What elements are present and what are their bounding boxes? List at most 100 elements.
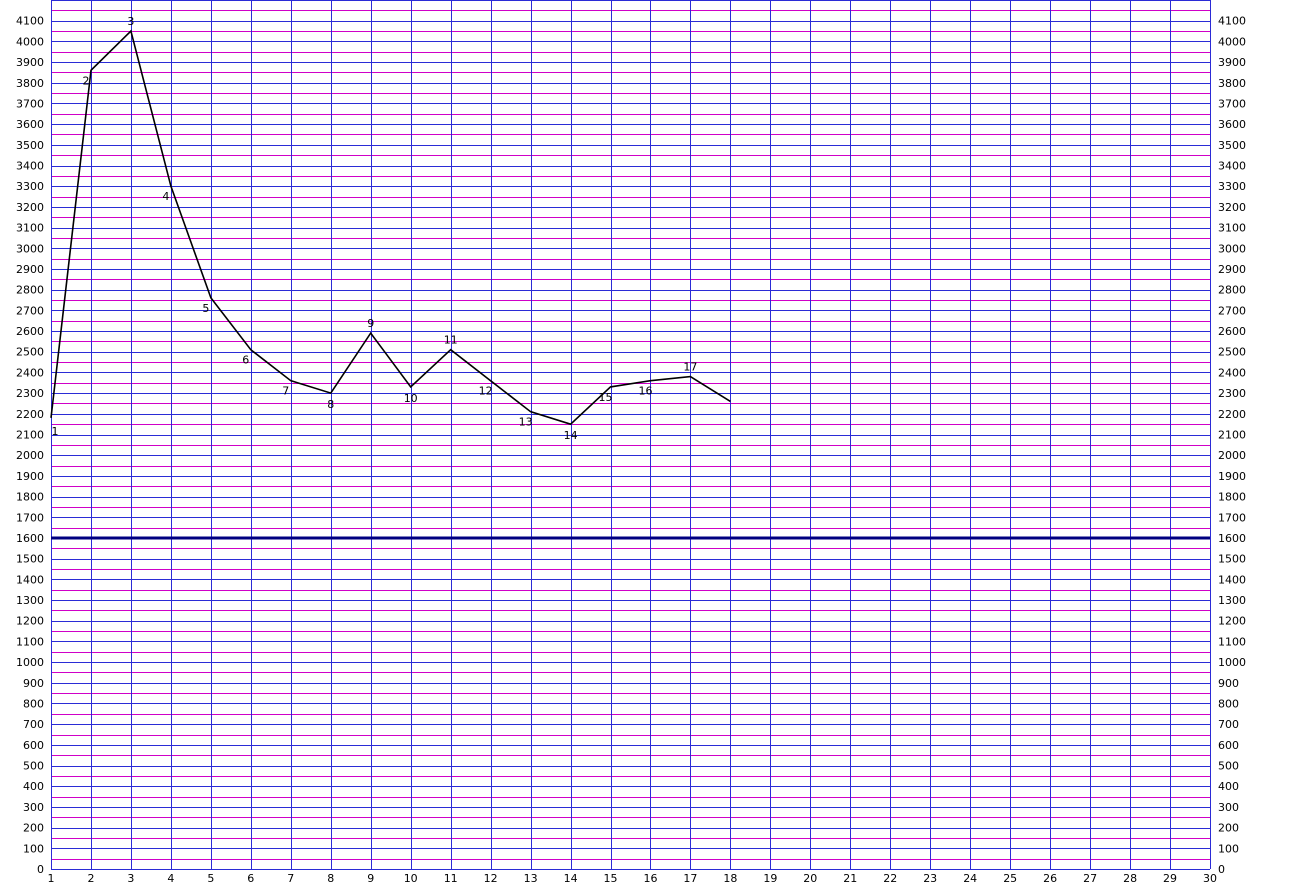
point-label: 17 bbox=[683, 361, 697, 374]
y-tick-label: 3700 bbox=[1218, 98, 1246, 111]
x-tick-label: 17 bbox=[683, 872, 697, 885]
y-tick-label: 200 bbox=[23, 822, 44, 835]
y-tick-label: 1400 bbox=[16, 573, 44, 586]
y-tick-label: 800 bbox=[1218, 698, 1239, 711]
y-tick-label: 200 bbox=[1218, 822, 1239, 835]
y-tick-label: 4000 bbox=[16, 35, 44, 48]
y-tick-label: 3000 bbox=[1218, 242, 1246, 255]
y-tick-label: 900 bbox=[23, 677, 44, 690]
point-label: 5 bbox=[202, 302, 209, 315]
y-tick-label: 3200 bbox=[16, 201, 44, 214]
y-tick-label: 400 bbox=[1218, 780, 1239, 793]
y-tick-label: 1300 bbox=[16, 594, 44, 607]
y-tick-label: 3400 bbox=[1218, 160, 1246, 173]
y-tick-label: 2900 bbox=[1218, 263, 1246, 276]
x-tick-label: 7 bbox=[287, 872, 294, 885]
series-layer bbox=[50, 29, 731, 426]
y-tick-label: 1200 bbox=[1218, 615, 1246, 628]
x-tick-label: 23 bbox=[923, 872, 937, 885]
y-tick-label: 1500 bbox=[1218, 553, 1246, 566]
y-axis-right-ticks: 0 100 200 300 400 500 600 700 800 900 1000 1100 1200… bbox=[1218, 15, 1246, 876]
y-tick-label: 1200 bbox=[16, 615, 44, 628]
point-label: 4 bbox=[162, 190, 169, 203]
y-tick-label: 1600 bbox=[16, 532, 44, 545]
x-tick-label: 8 bbox=[327, 872, 334, 885]
y-tick-label: 3800 bbox=[16, 77, 44, 90]
series-line bbox=[50, 29, 731, 426]
x-tick-label: 13 bbox=[524, 872, 538, 885]
x-tick-label: 5 bbox=[207, 872, 214, 885]
x-tick-label: 30 bbox=[1203, 872, 1217, 885]
x-tick-label: 18 bbox=[723, 872, 737, 885]
y-tick-label: 800 bbox=[23, 698, 44, 711]
y-tick-label: 900 bbox=[1218, 677, 1239, 690]
point-label: 2 bbox=[83, 74, 90, 87]
y-tick-label: 500 bbox=[23, 760, 44, 773]
x-tick-label: 24 bbox=[963, 872, 977, 885]
y-tick-label: 2800 bbox=[16, 284, 44, 297]
y-tick-label: 3100 bbox=[16, 222, 44, 235]
y-tick-label: 1300 bbox=[1218, 594, 1246, 607]
y-tick-label: 2000 bbox=[16, 449, 44, 462]
x-tick-label: 12 bbox=[484, 872, 498, 885]
y-tick-label: 0 bbox=[1218, 863, 1225, 876]
y-tick-label: 3000 bbox=[16, 242, 44, 255]
x-tick-label: 9 bbox=[367, 872, 374, 885]
point-label: 16 bbox=[639, 385, 653, 398]
y-tick-label: 2500 bbox=[16, 346, 44, 359]
x-tick-label: 3 bbox=[127, 872, 134, 885]
y-tick-label: 2000 bbox=[1218, 449, 1246, 462]
y-tick-label: 4000 bbox=[1218, 35, 1246, 48]
y-tick-label: 1000 bbox=[16, 656, 44, 669]
y-tick-label: 2300 bbox=[16, 387, 44, 400]
point-label: 6 bbox=[242, 354, 249, 367]
y-axis-left-ticks: 0 100 200 300 400 500 600 700 800 900 1000 1100 1200… bbox=[16, 15, 44, 876]
point-label: 3 bbox=[127, 15, 134, 28]
y-tick-label: 3700 bbox=[16, 98, 44, 111]
y-tick-label: 700 bbox=[1218, 718, 1239, 731]
y-tick-label: 3900 bbox=[1218, 56, 1246, 69]
minor-grid bbox=[51, 10, 1210, 860]
y-tick-label: 3600 bbox=[16, 118, 44, 131]
y-tick-label: 3500 bbox=[16, 139, 44, 152]
y-tick-label: 700 bbox=[23, 718, 44, 731]
point-label: 11 bbox=[444, 334, 458, 347]
point-label: 12 bbox=[479, 385, 493, 398]
y-tick-label: 1900 bbox=[1218, 470, 1246, 483]
y-tick-label: 4100 bbox=[16, 15, 44, 28]
y-tick-label: 2100 bbox=[16, 429, 44, 442]
y-tick-label: 1100 bbox=[16, 635, 44, 648]
y-tick-label: 1800 bbox=[16, 491, 44, 504]
y-tick-label: 2600 bbox=[1218, 325, 1246, 338]
y-tick-label: 600 bbox=[1218, 739, 1239, 752]
x-tick-label: 14 bbox=[564, 872, 578, 885]
y-tick-label: 300 bbox=[23, 801, 44, 814]
x-tick-label: 4 bbox=[167, 872, 174, 885]
y-tick-label: 1700 bbox=[16, 511, 44, 524]
major-grid bbox=[51, 0, 1211, 870]
y-tick-label: 1700 bbox=[1218, 511, 1246, 524]
y-tick-label: 3900 bbox=[16, 56, 44, 69]
x-tick-label: 1 bbox=[48, 872, 55, 885]
x-tick-label: 10 bbox=[404, 872, 418, 885]
y-tick-label: 600 bbox=[23, 739, 44, 752]
x-tick-label: 22 bbox=[883, 872, 897, 885]
y-tick-label: 2300 bbox=[1218, 387, 1246, 400]
x-tick-label: 29 bbox=[1163, 872, 1177, 885]
y-tick-label: 3800 bbox=[1218, 77, 1246, 90]
x-tick-label: 2 bbox=[88, 872, 95, 885]
x-axis-ticks: 1 2 3 4 5 6 7 8 9 10 11 12 13 14 15 16 17 18 19 20 21 22 23 24 2… bbox=[48, 872, 1218, 885]
point-label: 14 bbox=[564, 429, 578, 442]
x-tick-label: 21 bbox=[843, 872, 857, 885]
y-tick-label: 400 bbox=[23, 780, 44, 793]
point-label: 10 bbox=[404, 392, 418, 405]
y-tick-label: 3100 bbox=[1218, 222, 1246, 235]
y-tick-label: 2900 bbox=[16, 263, 44, 276]
y-tick-label: 3300 bbox=[1218, 180, 1246, 193]
point-label: 8 bbox=[327, 398, 334, 411]
y-tick-label: 2100 bbox=[1218, 429, 1246, 442]
y-tick-label: 2700 bbox=[16, 304, 44, 317]
y-tick-label: 1900 bbox=[16, 470, 44, 483]
x-tick-label: 15 bbox=[604, 872, 618, 885]
